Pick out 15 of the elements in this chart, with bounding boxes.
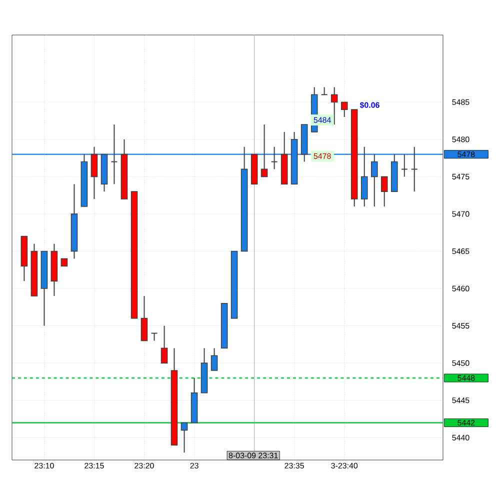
candlestick <box>330 86 338 125</box>
candlestick <box>210 348 218 372</box>
candlestick <box>380 176 388 207</box>
candlestick <box>150 332 158 342</box>
candlestick <box>320 86 328 96</box>
candlestick <box>90 146 98 200</box>
candlestick <box>160 325 168 364</box>
candlestick <box>260 124 268 178</box>
candlestick <box>340 102 348 118</box>
candlestick <box>110 124 118 185</box>
candlestick <box>140 295 148 342</box>
candlestick <box>180 422 188 454</box>
candlestick <box>270 146 278 170</box>
candlestick <box>410 146 418 192</box>
candlestick <box>400 154 408 178</box>
